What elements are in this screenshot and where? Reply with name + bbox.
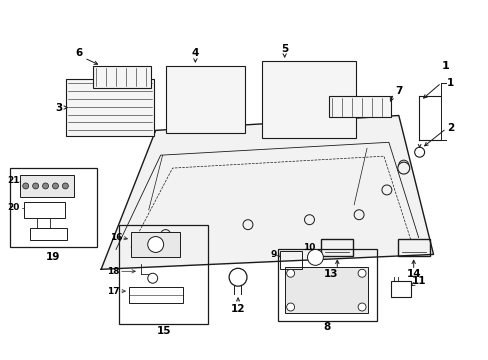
Text: 4: 4 [191,48,199,58]
Bar [20,175,74,197]
Circle shape [414,147,424,157]
Bar [119,225,208,324]
Bar [262,61,355,138]
Text: 2: 2 [446,123,453,134]
Text: 17: 17 [106,287,119,296]
Text: 11: 11 [410,276,425,286]
Bar [390,281,410,297]
Circle shape [62,183,68,189]
Bar [10,168,97,247]
Bar [397,239,428,256]
Text: 19: 19 [46,252,61,262]
Circle shape [22,183,29,189]
Circle shape [229,268,246,286]
Text: 20: 20 [8,203,20,212]
Bar [24,202,65,218]
Circle shape [304,215,314,225]
Bar [284,267,367,313]
Circle shape [353,210,364,220]
Circle shape [357,303,366,311]
Circle shape [397,162,409,174]
Text: 9: 9 [270,250,276,259]
Bar [321,239,352,256]
Bar [279,251,301,269]
Text: 21: 21 [7,176,20,185]
Circle shape [243,220,252,230]
Circle shape [147,237,163,252]
Circle shape [33,183,39,189]
Circle shape [42,183,48,189]
Text: 13: 13 [324,269,338,279]
Text: 16: 16 [109,233,122,242]
Text: 6: 6 [76,48,83,58]
Text: 3: 3 [55,103,62,113]
Circle shape [286,303,294,311]
Text: 5: 5 [281,44,288,54]
Bar [277,249,376,321]
Circle shape [398,160,408,170]
Text: 15: 15 [156,326,170,336]
Text: 8: 8 [323,322,330,332]
Text: 14: 14 [406,269,420,279]
Bar [131,231,180,257]
Bar [165,66,244,133]
Circle shape [381,185,391,195]
Circle shape [307,249,323,265]
Circle shape [161,230,170,239]
Polygon shape [101,116,433,269]
Bar [93,66,150,88]
Bar [129,287,183,303]
Bar [66,79,153,136]
Circle shape [286,269,294,277]
Text: 18: 18 [106,267,119,276]
Text: 1: 1 [446,78,453,88]
Text: 12: 12 [230,304,245,314]
Text: 10: 10 [303,243,315,252]
Circle shape [52,183,59,189]
Circle shape [357,269,366,277]
Text: 7: 7 [394,86,402,96]
Text: 1: 1 [441,61,448,71]
Circle shape [147,273,157,283]
Bar [328,96,390,117]
Bar [30,228,67,239]
